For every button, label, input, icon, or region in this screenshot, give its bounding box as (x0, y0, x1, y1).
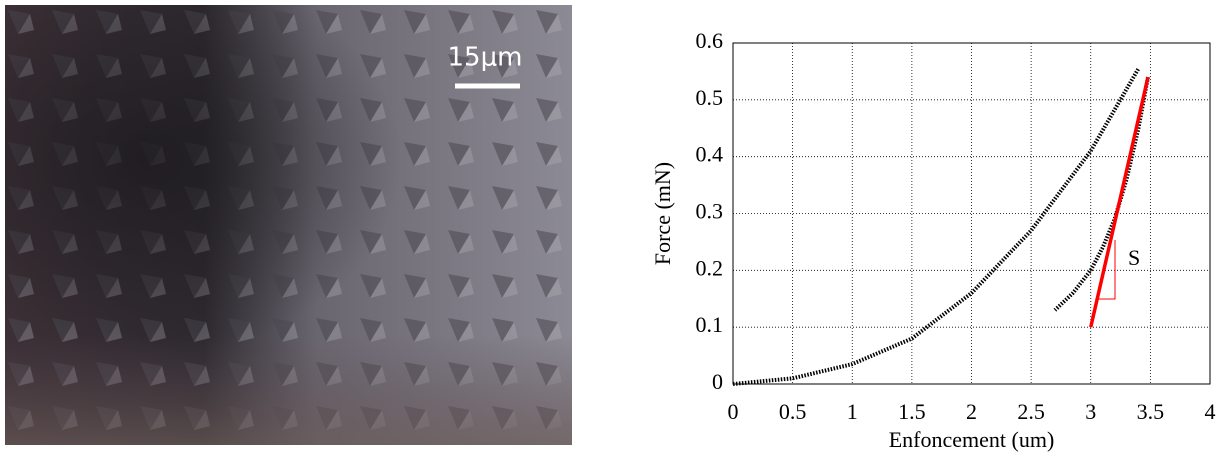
data-line (1053, 76, 1150, 312)
x-tick-label: 2.5 (1017, 399, 1045, 424)
x-tick-label: 0 (728, 399, 739, 424)
x-tick-label: 3.5 (1137, 399, 1165, 424)
x-tick-label: 0.5 (779, 399, 807, 424)
annotation: S (1128, 245, 1140, 270)
y-tick-label: 0.3 (696, 199, 724, 224)
y-tick-label: 0.6 (696, 28, 724, 53)
y-tick-label: 0.2 (696, 255, 724, 280)
y-axis-label: Force (mN) (650, 162, 675, 265)
image-shade (5, 5, 572, 445)
micrograph: 15μm (5, 5, 572, 445)
slope-triangle (1098, 240, 1116, 300)
chart: 0 0.1 0.2 0.3 0.4 0.5 0.6 0 0.5 1 1.5 2 2.5 3 3.5 4 Enfo… (650, 28, 1215, 452)
x-tick-label: 4 (1205, 399, 1216, 424)
scale-label: 15μm (448, 43, 523, 73)
y-tick-label: 0.4 (696, 142, 724, 167)
x-axis-label: Enfoncement (um) (889, 427, 1055, 452)
y-tick-label: 0.5 (696, 85, 724, 110)
x-tick-label: 3 (1085, 399, 1096, 424)
plot-frame (732, 42, 1211, 385)
y-tick-label: 0 (712, 369, 723, 394)
x-tick-label: 1 (847, 399, 858, 424)
data-line (732, 67, 1141, 386)
x-tick-label: 1.5 (898, 399, 926, 424)
y-tick-label: 0.1 (696, 312, 724, 337)
data-line (1089, 76, 1150, 328)
x-tick-label: 2 (966, 399, 977, 424)
